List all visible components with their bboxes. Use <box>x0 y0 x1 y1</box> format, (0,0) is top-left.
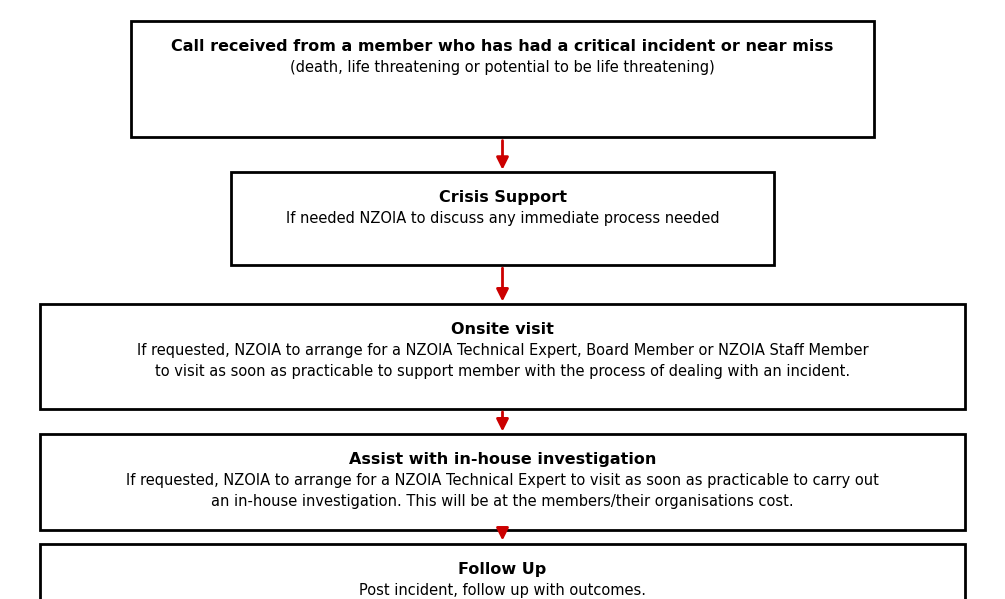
Text: Follow Up: Follow Up <box>458 562 547 577</box>
Text: (death, life threatening or potential to be life threatening): (death, life threatening or potential to… <box>290 60 715 75</box>
Text: Assist with in-house investigation: Assist with in-house investigation <box>349 452 656 467</box>
FancyBboxPatch shape <box>231 173 774 265</box>
FancyBboxPatch shape <box>40 544 965 599</box>
Text: If needed NZOIA to discuss any immediate process needed: If needed NZOIA to discuss any immediate… <box>285 211 720 226</box>
Text: If requested, NZOIA to arrange for a NZOIA Technical Expert, Board Member or NZO: If requested, NZOIA to arrange for a NZO… <box>137 343 868 379</box>
Text: If requested, NZOIA to arrange for a NZOIA Technical Expert to visit as soon as : If requested, NZOIA to arrange for a NZO… <box>126 473 879 509</box>
Text: Onsite visit: Onsite visit <box>451 322 554 337</box>
Text: Crisis Support: Crisis Support <box>438 190 567 205</box>
FancyBboxPatch shape <box>131 20 874 138</box>
FancyBboxPatch shape <box>40 434 965 530</box>
Text: Call received from a member who has had a critical incident or near miss: Call received from a member who has had … <box>171 38 834 54</box>
Text: Post incident, follow up with outcomes.
Encourage sharing of learning with other: Post incident, follow up with outcomes. … <box>257 582 748 599</box>
FancyBboxPatch shape <box>40 304 965 409</box>
